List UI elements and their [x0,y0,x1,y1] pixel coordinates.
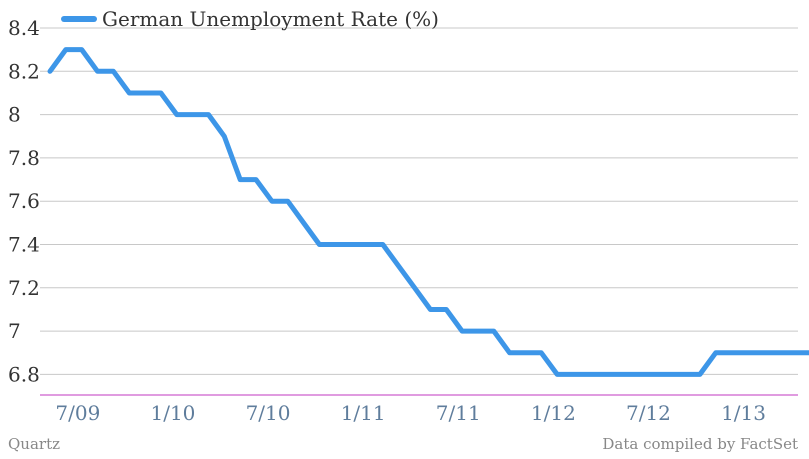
x-tick-label: 1/13 [721,401,766,425]
legend: German Unemployment Rate (%) [61,7,439,31]
y-tick-label: 7.8 [8,146,40,170]
y-tick-label: 8 [8,103,21,127]
y-tick-label: 7 [8,319,21,343]
legend-label: German Unemployment Rate (%) [102,7,439,31]
x-tick-label: 1/11 [341,401,386,425]
x-tick-label: 7/09 [55,401,100,425]
x-tick-label: 1/10 [150,401,195,425]
source-right: Data compiled by FactSet [602,435,798,453]
series-line [47,47,809,377]
x-tick-label: 7/11 [436,401,481,425]
y-tick-label: 7.2 [8,276,40,300]
y-tick-label: 7.6 [8,189,40,213]
x-tick-label: 7/12 [626,401,671,425]
source-left: Quartz [8,435,60,453]
y-tick-label: 6.8 [8,362,40,386]
x-tick-label: 7/10 [246,401,291,425]
y-axis-tick-labels: 8.4 8.2 8 7.8 7.6 7.4 7.2 7 6.8 [8,16,40,386]
y-tick-label: 8.2 [8,59,40,83]
series-layer [47,47,809,377]
y-tick-label: 8.4 [8,16,40,40]
y-tick-label: 7.4 [8,233,40,257]
x-axis-tick-labels: 7/09 1/10 7/10 1/11 7/11 1/12 7/12 1/13 [55,401,766,425]
gridlines [40,27,798,375]
x-tick-label: 1/12 [531,401,576,425]
